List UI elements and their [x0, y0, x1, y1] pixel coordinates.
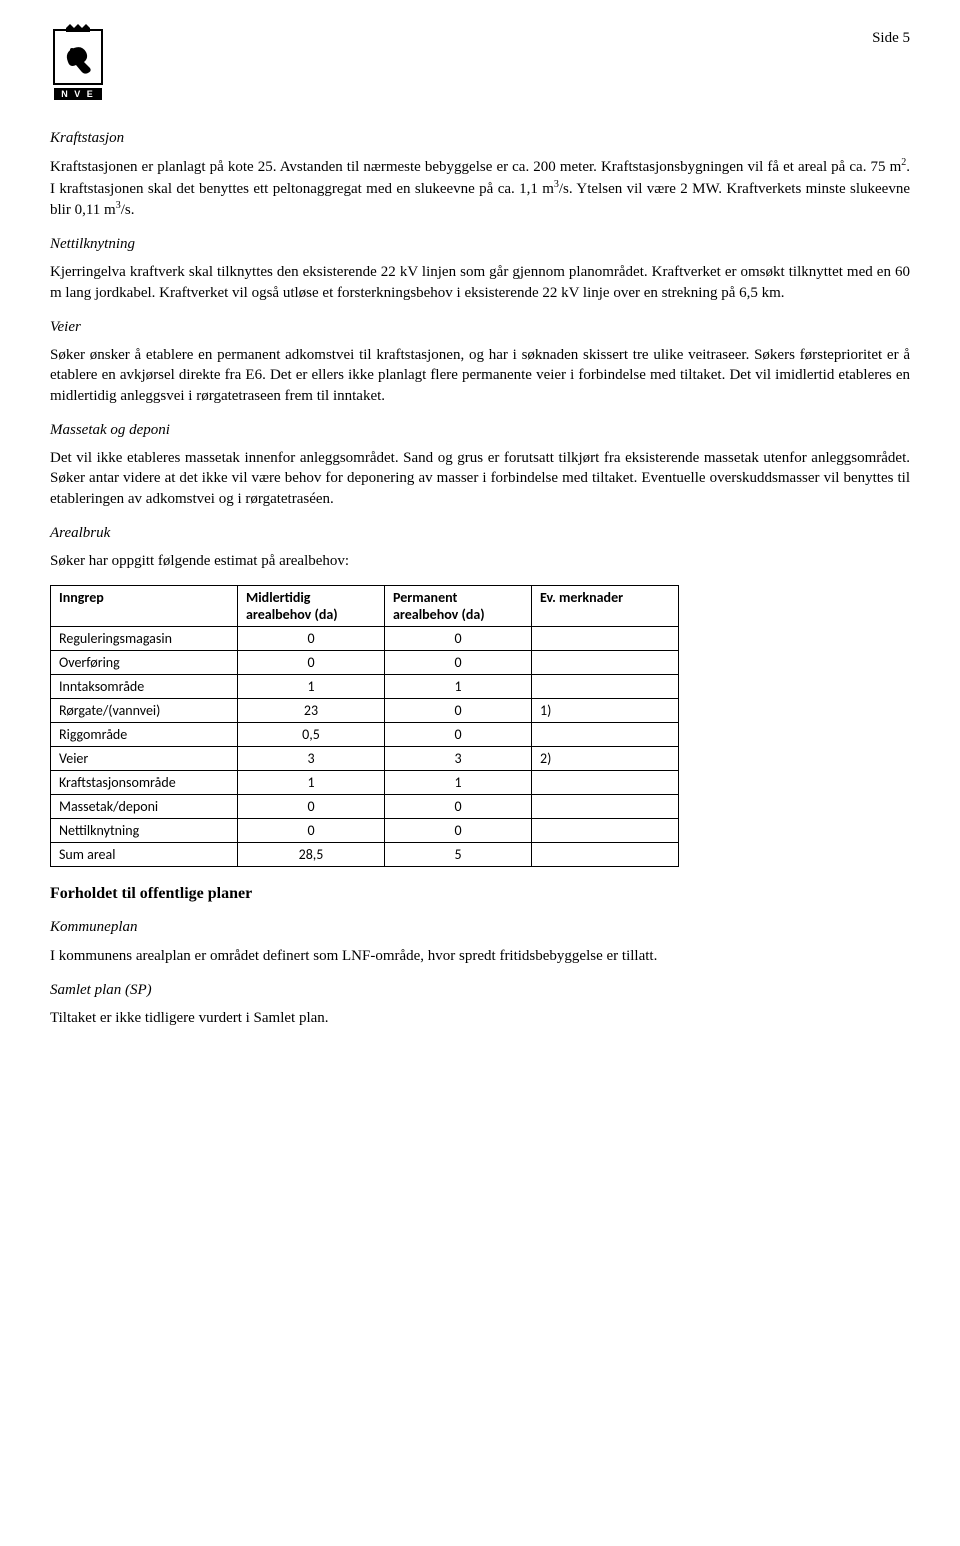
cell: Inntaksområde: [51, 675, 238, 699]
cell: 0,5: [238, 723, 385, 747]
col-merknader: Ev. merknader: [532, 586, 679, 627]
cell: 1: [238, 771, 385, 795]
heading-kommuneplan: Kommuneplan: [50, 917, 910, 937]
cell: Nettilknytning: [51, 819, 238, 843]
cell: 1: [385, 675, 532, 699]
cell: 0: [238, 627, 385, 651]
cell: 3: [385, 747, 532, 771]
heading-nettilknytning: Nettilknytning: [50, 234, 910, 254]
cell: [532, 723, 679, 747]
table-row: Massetak/deponi00: [51, 795, 679, 819]
areal-table: Inngrep Midlertidig arealbehov (da) Perm…: [50, 585, 679, 867]
cell: Rørgate/(vannvei): [51, 699, 238, 723]
page-number: Side 5: [872, 30, 910, 47]
cell: 0: [385, 627, 532, 651]
cell: [532, 843, 679, 867]
para-kraftstasjon: Kraftstasjonen er planlagt på kote 25. A…: [50, 156, 910, 220]
table-row: Sum areal28,55: [51, 843, 679, 867]
cell: [532, 627, 679, 651]
cell: [532, 795, 679, 819]
heading-forholdet: Forholdet til offentlige planer: [50, 885, 910, 903]
table-row: Reguleringsmagasin00: [51, 627, 679, 651]
para-kommuneplan: I kommunens arealplan er området definer…: [50, 946, 910, 966]
content: Kraftstasjon Kraftstasjonen er planlagt …: [50, 128, 910, 1028]
cell: 0: [385, 819, 532, 843]
col-permanent: Permanent arealbehov (da): [385, 586, 532, 627]
heading-kraftstasjon: Kraftstasjon: [50, 128, 910, 148]
table-row: Overføring00: [51, 651, 679, 675]
cell: [532, 819, 679, 843]
cell: [532, 771, 679, 795]
cell: 1): [532, 699, 679, 723]
para-veier: Søker ønsker å etablere en permanent adk…: [50, 345, 910, 406]
cell: [532, 675, 679, 699]
cell: Veier: [51, 747, 238, 771]
logo-text: N V E: [61, 89, 95, 99]
cell: 0: [385, 651, 532, 675]
heading-arealbruk: Arealbruk: [50, 523, 910, 543]
crown-lion-icon: N V E: [50, 24, 106, 104]
cell: Sum areal: [51, 843, 238, 867]
cell: 28,5: [238, 843, 385, 867]
table-row: Nettilknytning00: [51, 819, 679, 843]
table-header-row: Inngrep Midlertidig arealbehov (da) Perm…: [51, 586, 679, 627]
para-arealbruk: Søker har oppgitt følgende estimat på ar…: [50, 551, 910, 571]
heading-samletplan: Samlet plan (SP): [50, 980, 910, 1000]
heading-veier: Veier: [50, 317, 910, 337]
cell: 5: [385, 843, 532, 867]
nve-logo: N V E: [50, 24, 110, 104]
cell: 2): [532, 747, 679, 771]
col-inngrep: Inngrep: [51, 586, 238, 627]
cell: 23: [238, 699, 385, 723]
cell: 1: [385, 771, 532, 795]
text: /s.: [121, 202, 135, 218]
cell: [532, 651, 679, 675]
table-row: Riggområde0,50: [51, 723, 679, 747]
cell: 0: [238, 795, 385, 819]
para-nettilknytning: Kjerringelva kraftverk skal tilknyttes d…: [50, 262, 910, 303]
col-midlertidig: Midlertidig arealbehov (da): [238, 586, 385, 627]
table-body: Reguleringsmagasin00 Overføring00 Inntak…: [51, 627, 679, 867]
cell: 0: [238, 651, 385, 675]
cell: 1: [238, 675, 385, 699]
cell: 0: [385, 795, 532, 819]
text: Kraftstasjonen er planlagt på kote 25. A…: [50, 159, 901, 175]
cell: Reguleringsmagasin: [51, 627, 238, 651]
cell: Overføring: [51, 651, 238, 675]
cell: 3: [238, 747, 385, 771]
page: N V E Side 5 Kraftstasjon Kraftstasjonen…: [0, 0, 960, 1082]
cell: 0: [385, 699, 532, 723]
cell: Riggområde: [51, 723, 238, 747]
page-header: N V E Side 5: [50, 24, 910, 114]
cell: Massetak/deponi: [51, 795, 238, 819]
table-row: Kraftstasjonsområde11: [51, 771, 679, 795]
para-massetak: Det vil ikke etableres massetak innenfor…: [50, 448, 910, 509]
heading-massetak: Massetak og deponi: [50, 420, 910, 440]
para-samletplan: Tiltaket er ikke tidligere vurdert i Sam…: [50, 1008, 910, 1028]
cell: 0: [238, 819, 385, 843]
table-row: Veier332): [51, 747, 679, 771]
table-row: Inntaksområde11: [51, 675, 679, 699]
cell: 0: [385, 723, 532, 747]
table-row: Rørgate/(vannvei)2301): [51, 699, 679, 723]
cell: Kraftstasjonsområde: [51, 771, 238, 795]
